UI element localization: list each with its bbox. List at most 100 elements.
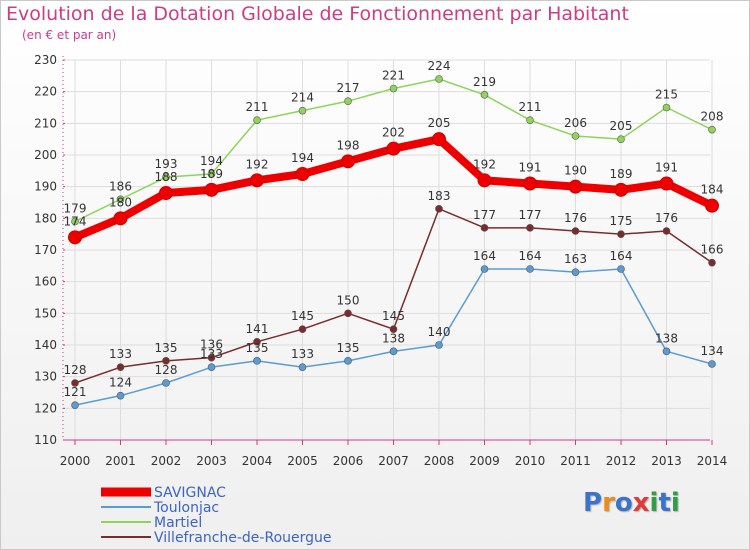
data-label: 189 (610, 167, 633, 181)
data-label: 164 (519, 249, 542, 263)
data-point (116, 363, 125, 371)
logo-letter: P (583, 488, 603, 518)
data-point (71, 401, 79, 409)
x-tick-label: 2012 (606, 454, 637, 468)
data-label: 163 (564, 252, 587, 266)
data-point (662, 347, 671, 356)
data-label: 134 (701, 344, 724, 358)
data-label: 164 (610, 249, 633, 263)
y-tick-label: 190 (34, 180, 57, 194)
data-label: 135 (155, 341, 178, 355)
legend-label: Martiel (154, 515, 202, 531)
data-point (386, 141, 401, 156)
data-label: 190 (564, 164, 587, 178)
y-tick-label: 160 (34, 275, 57, 289)
data-point (705, 198, 719, 213)
data-label: 194 (200, 154, 223, 168)
data-label: 211 (246, 100, 269, 114)
data-label: 215 (655, 88, 678, 102)
data-label: 184 (701, 183, 724, 197)
data-label: 205 (428, 116, 451, 130)
data-point (708, 125, 716, 134)
data-point (162, 173, 170, 181)
data-point (617, 230, 625, 238)
data-point (71, 217, 79, 226)
y-tick-label: 140 (34, 338, 57, 352)
data-label: 180 (109, 195, 132, 209)
data-label: 214 (291, 91, 314, 105)
x-tick-label: 2001 (105, 454, 136, 468)
data-label: 192 (473, 157, 496, 171)
data-point (344, 357, 352, 365)
data-label: 186 (109, 179, 132, 193)
data-label: 166 (701, 243, 724, 257)
legend-label: SAVIGNAC (154, 485, 226, 501)
data-point (389, 347, 398, 356)
data-label: 174 (64, 214, 87, 228)
data-point (344, 309, 352, 318)
data-point (523, 176, 537, 191)
data-label: 206 (564, 116, 587, 130)
data-label: 164 (473, 249, 496, 263)
x-tick-label: 2014 (697, 454, 728, 468)
y-tick-label: 220 (34, 85, 57, 99)
data-point (480, 265, 489, 273)
data-label: 141 (246, 322, 269, 336)
data-point (162, 357, 170, 365)
data-label: 217 (337, 81, 360, 95)
data-point (250, 173, 264, 188)
y-tick-label: 120 (34, 401, 57, 415)
data-point (571, 268, 580, 276)
data-point (68, 230, 82, 245)
data-label: 136 (200, 338, 223, 352)
data-label: 128 (155, 363, 178, 377)
data-point (116, 195, 125, 204)
data-point (389, 84, 398, 93)
legend-label: Toulonjac (153, 500, 219, 516)
data-point (113, 211, 128, 226)
data-point (480, 91, 489, 99)
data-point (617, 265, 625, 273)
data-point (477, 173, 492, 188)
logo-letter: r (602, 488, 615, 518)
data-label: 150 (337, 293, 360, 307)
data-label: 192 (246, 157, 269, 171)
data-point (571, 132, 580, 140)
data-label: 145 (291, 309, 314, 323)
data-label: 133 (200, 347, 223, 361)
data-point (207, 363, 216, 371)
x-tick-label: 2007 (378, 454, 409, 468)
data-label: 179 (64, 202, 87, 216)
data-label: 140 (428, 325, 451, 339)
data-label: 135 (337, 341, 360, 355)
x-tick-label: 2010 (515, 454, 546, 468)
data-point (341, 154, 355, 169)
data-point (71, 379, 79, 387)
x-tick-label: 2000 (60, 454, 91, 468)
proxiti-logo: Proxiti (583, 488, 680, 518)
axes: 110 120 130 140 150 160 170 180 190 200 210 220 230 2… (34, 53, 727, 468)
x-tick-label: 2009 (469, 454, 500, 468)
data-point (571, 227, 580, 235)
data-point (526, 265, 534, 273)
y-tick-label: 170 (34, 243, 57, 257)
data-label: 176 (655, 211, 678, 225)
logo-letter: o (614, 488, 633, 518)
data-point (432, 132, 446, 147)
data-label: 176 (564, 211, 587, 225)
y-tick-label: 200 (34, 148, 57, 162)
y-tick-label: 110 (34, 433, 57, 447)
data-point (662, 227, 671, 235)
logo-letter: i (649, 488, 659, 518)
data-point (298, 325, 307, 333)
data-label: 175 (610, 214, 633, 228)
data-point (207, 353, 216, 362)
data-point (435, 341, 443, 349)
data-point (159, 186, 173, 200)
data-label: 198 (337, 138, 360, 152)
data-label: 193 (155, 157, 178, 171)
data-label: 208 (701, 110, 724, 124)
legend: SAVIGNACToulonjacMartielVillefranche-de-… (101, 485, 332, 546)
